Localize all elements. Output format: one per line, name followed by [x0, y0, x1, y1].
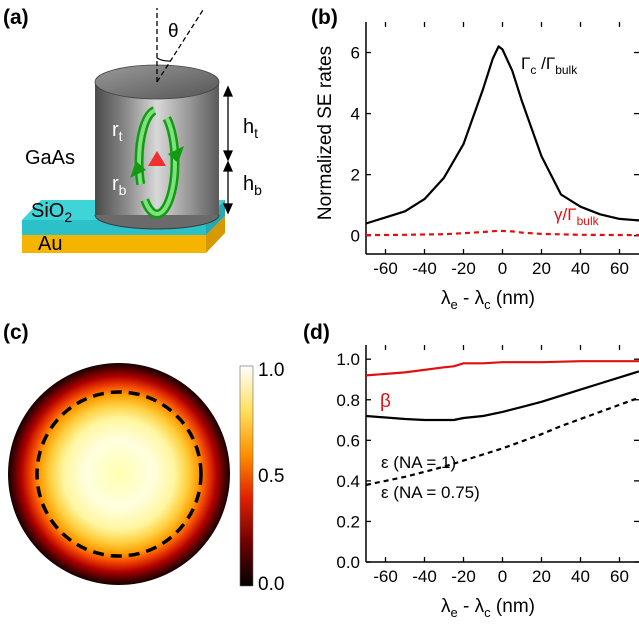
h-b-label: hb: [243, 173, 262, 198]
series-gamma-label: γ/Γbulk: [554, 205, 600, 228]
colorbar-tick: 0.5: [258, 466, 284, 487]
colorbar-tick: 1.0: [258, 360, 284, 381]
panel-d: (d) -60 -40 -20 0 20 40 60 0.0 0.2 0.4 0.6 0.8 1.0 λ…: [303, 321, 639, 620]
x-tick-label: 20: [532, 259, 551, 278]
x-tick-label: 0: [498, 259, 507, 278]
series-line-0: [366, 46, 639, 223]
series-gamma-c-label: Γc /Γbulk: [521, 54, 578, 77]
series-line-0: [366, 361, 639, 375]
colorbar-tick: 0.0: [258, 574, 284, 595]
y-tick-label: 0.8: [336, 391, 360, 410]
au-label: Au: [38, 233, 62, 255]
x-tick-label: 60: [610, 567, 629, 586]
panel-c-label: (c): [3, 321, 29, 344]
heatmap-disk: [8, 363, 230, 585]
series-eps-na1-label: ε (NA = 1): [381, 453, 456, 472]
y-tick-label: 0: [351, 227, 360, 246]
x-tick-label: 40: [571, 259, 590, 278]
x-tick-label: -20: [451, 567, 476, 586]
plot-b: -60 -40 -20 0 20 40 60 0 2 4 6: [351, 22, 639, 278]
x-tick-label: -40: [412, 567, 437, 586]
y-tick-label: 1.0: [336, 350, 360, 369]
theta-label: θ: [168, 21, 179, 42]
panel-b-label: (b): [311, 6, 338, 29]
y-tick-label: 4: [351, 105, 360, 124]
panel-a-label: (a): [3, 6, 29, 29]
panel-d-xlabel: λe - λc (nm): [441, 596, 535, 620]
x-tick-label: 20: [532, 567, 551, 586]
y-tick-label: 0.6: [336, 431, 360, 450]
x-tick-label: -20: [451, 259, 476, 278]
y-tick-label: 0.4: [336, 472, 360, 491]
y-tick-label: 0.2: [336, 512, 360, 531]
series-eps-na075-label: ε (NA = 0.75): [381, 483, 480, 502]
colorbar: [240, 366, 253, 586]
x-tick-label: -40: [412, 259, 437, 278]
series-line-1: [366, 231, 639, 235]
y-tick-label: 6: [351, 44, 360, 63]
x-tick-label: -60: [373, 259, 398, 278]
x-tick-label: 0: [498, 567, 507, 586]
x-tick-label: 60: [610, 259, 629, 278]
x-tick-label: 40: [571, 567, 590, 586]
h-t-label: ht: [243, 116, 258, 141]
cylinder-icon: [95, 65, 219, 229]
gaas-label: GaAs: [25, 147, 75, 169]
height-arrows: [224, 87, 232, 213]
x-tick-label: -60: [373, 567, 398, 586]
series-beta-label: β: [380, 391, 391, 412]
panel-d-label: (d): [303, 321, 330, 344]
panel-a: (a) θ: [3, 6, 262, 255]
y-tick-label: 0.0: [336, 553, 360, 572]
panel-b: (b) Normalized SE rates -60 -40 -20 0 20 40 60…: [311, 6, 639, 312]
panel-c: (c) 1.0 0.5 0.0: [3, 321, 284, 595]
panel-b-xlabel: λe - λc (nm): [441, 288, 535, 312]
y-tick-label: 2: [351, 166, 360, 185]
colorbar-ticks: 1.0 0.5 0.0: [258, 360, 284, 595]
panel-b-ylabel: Normalized SE rates: [315, 46, 336, 220]
